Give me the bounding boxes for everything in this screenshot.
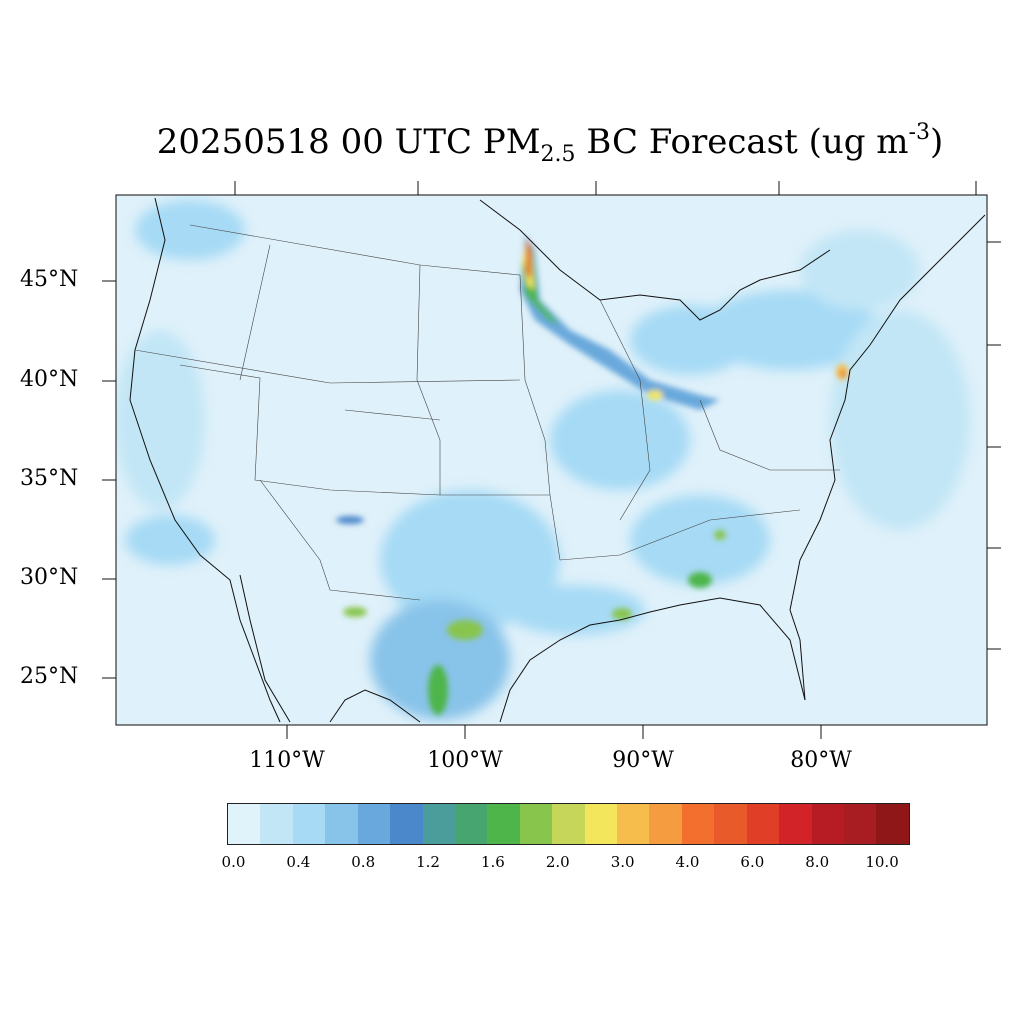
colorbar-tick-label: 0.0 bbox=[221, 853, 246, 871]
colorbar-swatch bbox=[844, 804, 877, 844]
shading-plume bbox=[336, 235, 848, 715]
colorbar-tick-label: 1.6 bbox=[480, 853, 505, 871]
title-superscript: -3 bbox=[908, 120, 930, 145]
lon-label-90w: 90°W bbox=[612, 748, 674, 773]
colorbar-swatch bbox=[779, 804, 812, 844]
colorbar-swatch bbox=[390, 804, 423, 844]
colorbar-swatch bbox=[260, 804, 293, 844]
coastlines bbox=[129, 197, 986, 723]
colorbar-swatch bbox=[876, 804, 909, 844]
colorbar-tick-label: 0.8 bbox=[351, 853, 376, 871]
colorbar-swatch bbox=[681, 804, 715, 844]
colorbar-swatch bbox=[714, 804, 747, 844]
colorbar-tick-label: 8.0 bbox=[805, 853, 830, 871]
title-subscript: 2.5 bbox=[540, 142, 576, 167]
colorbar-tick-label: 4.0 bbox=[675, 853, 700, 871]
map-title: 20250518 00 UTC PM2.5 BC Forecast (ug m-… bbox=[0, 120, 1024, 167]
lat-label-45n: 45°N bbox=[20, 267, 79, 292]
lat-label-40n: 40°N bbox=[20, 367, 79, 392]
colorbar-swatch bbox=[617, 804, 650, 844]
colorbar-swatch bbox=[811, 804, 845, 844]
lon-label-80w: 80°W bbox=[790, 748, 852, 773]
colorbar-swatch bbox=[649, 804, 682, 844]
colorbar-tick-label: 1.2 bbox=[416, 853, 440, 871]
lat-label-30n: 30°N bbox=[20, 565, 79, 590]
title-after: BC Forecast (ug m bbox=[575, 122, 909, 162]
colorbar-swatch bbox=[454, 804, 488, 844]
title-close: ) bbox=[929, 122, 944, 162]
title-main: 20250518 00 UTC PM bbox=[156, 122, 541, 162]
lon-label-110w: 110°W bbox=[249, 748, 325, 773]
colorbar-tick-label: 0.4 bbox=[286, 853, 311, 871]
colorbar-swatch bbox=[584, 804, 618, 844]
concentration-field bbox=[116, 195, 987, 725]
colorbar-swatch bbox=[746, 804, 780, 844]
colorbar bbox=[227, 803, 910, 845]
colorbar-swatch bbox=[325, 804, 358, 844]
colorbar-swatch bbox=[422, 804, 455, 844]
lon-label-100w: 100°W bbox=[427, 748, 503, 773]
colorbar-tick-label: 6.0 bbox=[740, 853, 765, 871]
colorbar-swatch bbox=[519, 804, 553, 844]
colorbar-swatch bbox=[292, 804, 326, 844]
tick-marks bbox=[102, 181, 1001, 739]
colorbar-tick-label: 2.0 bbox=[545, 853, 570, 871]
colorbar-tick-label: 10.0 bbox=[865, 853, 899, 871]
lat-label-25n: 25°N bbox=[20, 664, 79, 689]
map-frame bbox=[115, 194, 988, 726]
colorbar-swatch bbox=[487, 804, 520, 844]
state-borders bbox=[134, 224, 840, 601]
colorbar-swatch bbox=[552, 804, 585, 844]
colorbar-swatch bbox=[228, 804, 261, 844]
colorbar-tick-label: 3.0 bbox=[610, 853, 635, 871]
lat-label-35n: 35°N bbox=[20, 466, 79, 491]
colorbar-swatch bbox=[357, 804, 391, 844]
